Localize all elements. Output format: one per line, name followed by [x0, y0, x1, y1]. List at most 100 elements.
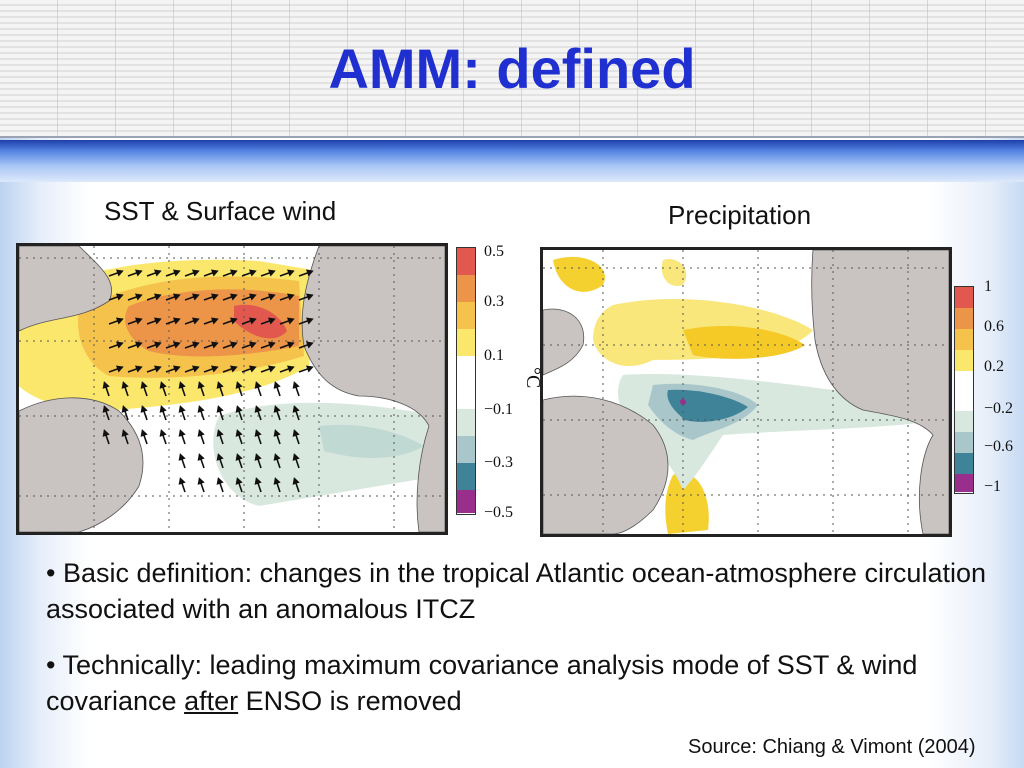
wind-arrow-head [286, 269, 295, 277]
wind-arrow-head [197, 477, 205, 485]
wind-arrow-head [229, 341, 238, 349]
wind-arrow-head [248, 317, 257, 325]
wind-arrow-head [159, 381, 167, 389]
wind-arrow-head [273, 453, 281, 461]
wind-arrow-head [210, 365, 219, 373]
wind-arrow-head [153, 293, 162, 301]
sst-colorbar-swatch [457, 302, 475, 329]
sst-colorbar-swatch [457, 329, 475, 356]
wind-vectors [102, 269, 314, 493]
wind-arrow-head [102, 429, 110, 437]
wind-arrow-head [267, 317, 276, 325]
sst-colorbar-tick: 0.1 [484, 347, 504, 364]
wind-arrow-head [178, 405, 186, 413]
wind-arrow-head [115, 341, 124, 349]
sst-colorbar-swatch [457, 436, 475, 463]
wind-arrow-head [210, 293, 219, 301]
wind-arrow-head [235, 381, 243, 389]
wind-arrow-head [121, 381, 129, 389]
wind-arrow-head [191, 365, 200, 373]
wind-arrow-head [115, 365, 124, 373]
precip-colorbar-swatch [955, 287, 973, 308]
wind-arrow-head [115, 317, 124, 325]
wind-arrow-head [292, 429, 300, 437]
wind-arrow-head [286, 341, 295, 349]
wind-arrow-head [191, 293, 200, 301]
wind-arrow-head [286, 317, 295, 325]
wind-arrow-head [273, 405, 281, 413]
wind-arrow-head [172, 269, 181, 277]
wind-arrow-head [191, 269, 200, 277]
wind-arrow-head [254, 405, 262, 413]
wind-arrow-head [254, 453, 262, 461]
wind-arrow-head [159, 429, 167, 437]
precip-colorbar-swatch [955, 329, 973, 350]
precip-colorbar-tick: −0.6 [984, 438, 1014, 455]
precip-colorbar-swatch [955, 411, 973, 432]
wind-arrow-head [178, 381, 186, 389]
wind-arrow-head [235, 405, 243, 413]
wind-arrow-head [140, 405, 148, 413]
wind-arrow-head [286, 365, 295, 373]
precip-colorbar-swatch [955, 474, 973, 492]
precip-colorbar-tick: 1 [984, 278, 992, 295]
wind-arrow-head [216, 381, 224, 389]
wind-arrow-head [292, 477, 300, 485]
wind-arrow-head [267, 269, 276, 277]
wind-arrow-head [216, 453, 224, 461]
wind-arrow-head [267, 293, 276, 301]
wind-arrow-head [172, 341, 181, 349]
wind-arrow-head [273, 429, 281, 437]
precip-colorbar-tick: −0.2 [984, 400, 1014, 417]
wind-arrow-head [210, 269, 219, 277]
wind-arrow-head [292, 453, 300, 461]
wind-arrow-head [115, 293, 124, 301]
bullet-text: Technically: leading maximum covariance … [46, 650, 918, 716]
wind-arrow-head [248, 293, 257, 301]
sst-colorbar-tick: −0.5 [484, 504, 514, 521]
wind-arrow-head [191, 317, 200, 325]
sst-colorbar-tick: −0.3 [484, 454, 514, 471]
sst-colorbar-tick: 0.3 [484, 293, 504, 310]
wind-arrow-head [172, 293, 181, 301]
wind-arrow-head [248, 269, 257, 277]
wind-arrow-head [115, 269, 124, 277]
wind-arrow-head [267, 365, 276, 373]
sst-colorbar-tick: −0.1 [484, 401, 514, 418]
wind-arrow-head [134, 365, 143, 373]
header-grid [0, 0, 1024, 138]
wind-arrow-head [267, 341, 276, 349]
wind-arrow-head [178, 453, 186, 461]
wind-arrow-head [273, 477, 281, 485]
wind-arrow-head [153, 365, 162, 373]
bullet-text: Basic definition: changes in the tropica… [46, 558, 986, 624]
wind-arrow-head [254, 477, 262, 485]
wind-arrow-head [229, 269, 238, 277]
wind-arrow-head [216, 477, 224, 485]
sst-wind-map [16, 243, 448, 535]
wind-arrow-head [153, 269, 162, 277]
wind-arrow-head [197, 429, 205, 437]
wind-arrow-head [305, 293, 314, 301]
precip-colorbar-tick: 0.2 [984, 358, 1004, 375]
wind-arrow-head [159, 405, 167, 413]
sst-panel-label: SST & Surface wind [104, 196, 337, 226]
bullet-marker: • [46, 558, 63, 588]
wind-arrow-head [305, 269, 314, 277]
wind-arrow-head [254, 429, 262, 437]
wind-arrow-head [153, 341, 162, 349]
wind-arrow-head [248, 341, 257, 349]
wind-arrow-head [134, 341, 143, 349]
header-blue-bar [0, 140, 1024, 182]
wind-arrow-head [229, 317, 238, 325]
bullet-item: • Basic definition: changes in the tropi… [46, 555, 986, 627]
wind-arrow-head [121, 429, 129, 437]
precip-colorbar-tick: −1 [984, 478, 1002, 495]
wind-arrow-head [248, 365, 257, 373]
precip-colorbar-swatch [955, 308, 973, 329]
sst-colorbar-swatch [457, 463, 475, 490]
sst-colorbar-swatch [457, 490, 475, 513]
precipitation-map [540, 247, 952, 537]
bullet-list: • Basic definition: changes in the tropi… [46, 555, 986, 739]
wind-arrow-head [210, 341, 219, 349]
